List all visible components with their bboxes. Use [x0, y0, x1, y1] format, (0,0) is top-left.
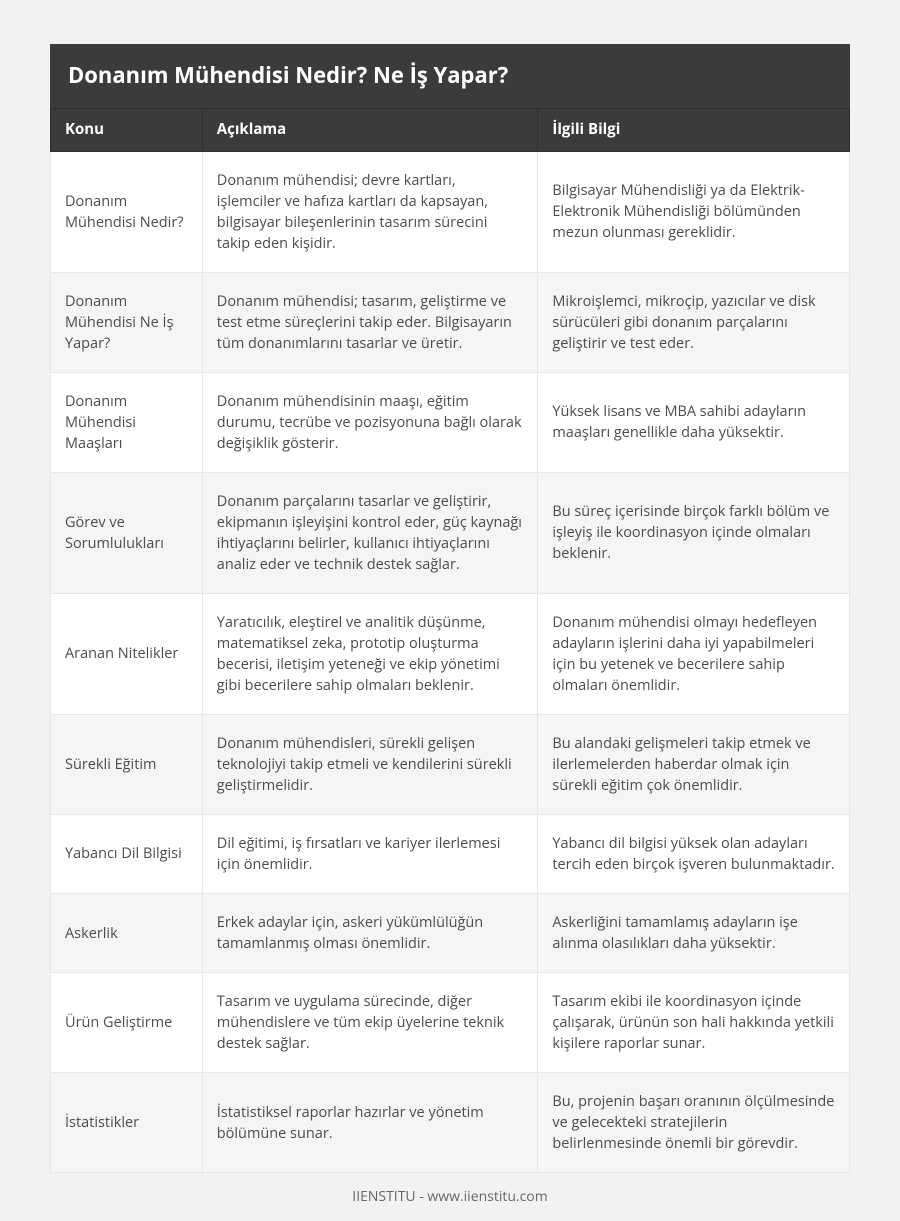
cell-topic: İstatistikler: [51, 1073, 203, 1173]
table-header-row: Konu Açıklama İlgili Bilgi: [51, 108, 850, 151]
table-row: Askerlik Erkek adaylar için, askeri yükü…: [51, 894, 850, 973]
table-row: Yabancı Dil Bilgisi Dil eğitimi, iş fırs…: [51, 814, 850, 893]
cell-desc: Donanım mühendisi; tasarım, geliştirme v…: [202, 272, 538, 372]
cell-info: Yabancı dil bilgisi yüksek olan adayları…: [538, 814, 850, 893]
table-row: İstatistikler İstatistiksel raporlar haz…: [51, 1073, 850, 1173]
table-row: Ürün Geliştirme Tasarım ve uygulama süre…: [51, 973, 850, 1073]
table-row: Aranan Nitelikler Yaratıcılık, eleştirel…: [51, 593, 850, 714]
cell-desc: Yaratıcılık, eleştirel ve analitik düşün…: [202, 593, 538, 714]
cell-info: Bu süreç içerisinde birçok farklı bölüm …: [538, 472, 850, 593]
table-row: Sürekli Eğitim Donanım mühendisleri, sür…: [51, 714, 850, 814]
cell-topic: Askerlik: [51, 894, 203, 973]
card-title: Donanım Mühendisi Nedir? Ne İş Yapar?: [50, 44, 850, 108]
cell-desc: Donanım mühendisleri, sürekli gelişen te…: [202, 714, 538, 814]
cell-desc: Erkek adaylar için, askeri yükümlülüğün …: [202, 894, 538, 973]
cell-desc: Dil eğitimi, iş fırsatları ve kariyer il…: [202, 814, 538, 893]
page-footer: IIENSTITU - www.iienstitu.com: [50, 1173, 850, 1221]
cell-info: Bilgisayar Mühendisliği ya da Elektrik-E…: [538, 151, 850, 272]
cell-info: Askerliğini tamamlamış adayların işe alı…: [538, 894, 850, 973]
col-header-info: İlgili Bilgi: [538, 108, 850, 151]
cell-desc: İstatistiksel raporlar hazırlar ve yönet…: [202, 1073, 538, 1173]
cell-topic: Ürün Geliştirme: [51, 973, 203, 1073]
cell-desc: Donanım parçalarını tasarlar ve geliştir…: [202, 472, 538, 593]
cell-topic: Sürekli Eğitim: [51, 714, 203, 814]
content-card: Donanım Mühendisi Nedir? Ne İş Yapar? Ko…: [50, 44, 850, 1173]
cell-topic: Donanım Mühendisi Maaşları: [51, 372, 203, 472]
cell-info: Mikroişlemci, mikroçip, yazıcılar ve dis…: [538, 272, 850, 372]
cell-info: Bu alandaki gelişmeleri takip etmek ve i…: [538, 714, 850, 814]
info-table: Konu Açıklama İlgili Bilgi Donanım Mühen…: [50, 108, 850, 1173]
cell-desc: Donanım mühendisinin maaşı, eğitim durum…: [202, 372, 538, 472]
table-row: Donanım Mühendisi Maaşları Donanım mühen…: [51, 372, 850, 472]
cell-info: Bu, projenin başarı oranının ölçülmesind…: [538, 1073, 850, 1173]
table-row: Görev ve Sorumlulukları Donanım parçalar…: [51, 472, 850, 593]
cell-topic: Donanım Mühendisi Nedir?: [51, 151, 203, 272]
cell-topic: Yabancı Dil Bilgisi: [51, 814, 203, 893]
cell-desc: Tasarım ve uygulama sürecinde, diğer müh…: [202, 973, 538, 1073]
table-row: Donanım Mühendisi Nedir? Donanım mühendi…: [51, 151, 850, 272]
cell-topic: Aranan Nitelikler: [51, 593, 203, 714]
cell-topic: Donanım Mühendisi Ne İş Yapar?: [51, 272, 203, 372]
col-header-topic: Konu: [51, 108, 203, 151]
cell-info: Tasarım ekibi ile koordinasyon içinde ça…: [538, 973, 850, 1073]
cell-info: Donanım mühendisi olmayı hedefleyen aday…: [538, 593, 850, 714]
table-row: Donanım Mühendisi Ne İş Yapar? Donanım m…: [51, 272, 850, 372]
cell-desc: Donanım mühendisi; devre kartları, işlem…: [202, 151, 538, 272]
col-header-desc: Açıklama: [202, 108, 538, 151]
cell-info: Yüksek lisans ve MBA sahibi adayların ma…: [538, 372, 850, 472]
cell-topic: Görev ve Sorumlulukları: [51, 472, 203, 593]
